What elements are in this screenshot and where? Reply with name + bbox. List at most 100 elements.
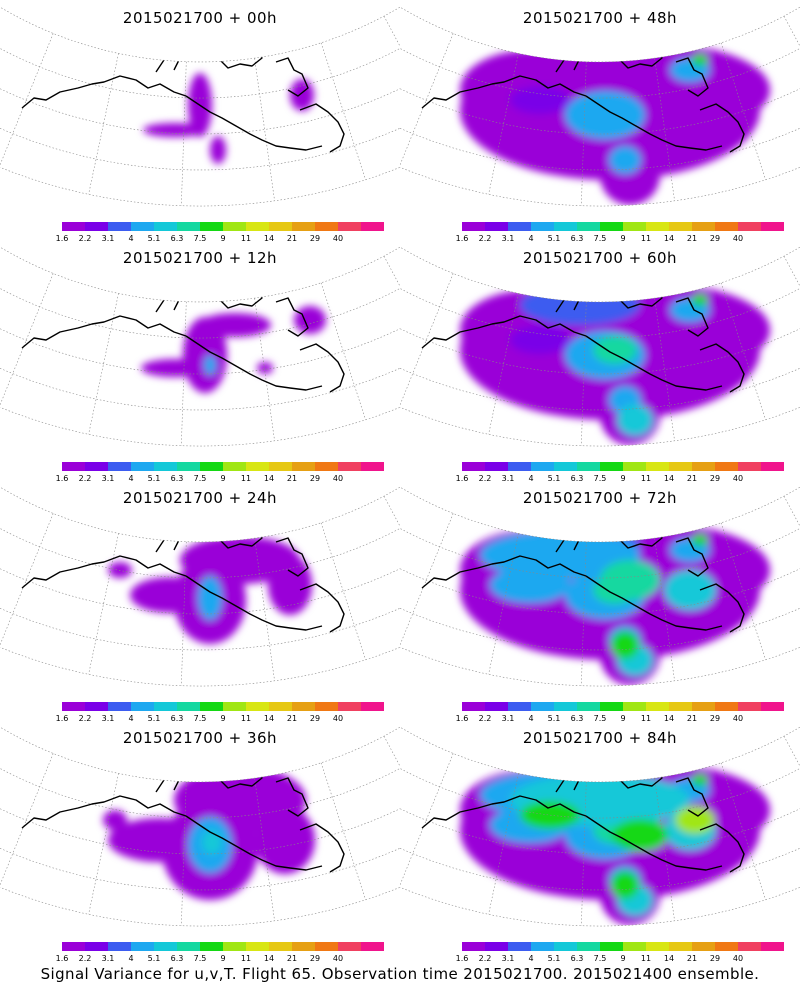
colorbar-segment	[154, 222, 177, 231]
panel-title: 2015021700 + 60h	[522, 249, 678, 267]
colorbar-segment	[200, 222, 223, 231]
colorbar-segment	[269, 222, 292, 231]
variance-field	[400, 7, 800, 206]
colorbar-segment	[738, 222, 761, 231]
colorbar-tick-label: 40	[732, 714, 744, 723]
colorbar-tick-label: 21	[286, 234, 298, 243]
colorbar-segment	[692, 222, 715, 231]
colorbar-segment	[554, 942, 577, 951]
colorbar-segment	[715, 942, 738, 951]
colorbar-segment	[292, 942, 315, 951]
variance-contour	[565, 91, 645, 139]
figure-caption: Signal Variance for u,v,T. Flight 65. Ob…	[40, 965, 760, 983]
colorbar-segment	[131, 222, 154, 231]
colorbar-tick-label: 1.6	[455, 474, 469, 483]
colorbar-segment	[361, 462, 384, 471]
colorbar-segment	[200, 462, 223, 471]
colorbar-tick-label: 21	[686, 954, 698, 963]
colorbar-tick-label: 1.6	[455, 234, 469, 243]
colorbar-segment	[269, 942, 292, 951]
colorbar-segment	[692, 702, 715, 711]
colorbar-labels: 1.6 2.2 3.1 4 5.1 6.3 7.5 9 11 14 21 29 40	[0, 234, 400, 244]
colorbar-segment	[292, 702, 315, 711]
colorbar-tick-label: 29	[709, 954, 721, 963]
colorbar-tick-label: 7.5	[593, 234, 607, 243]
colorbar-segment	[577, 462, 600, 471]
colorbar-tick-label: 9	[620, 234, 626, 243]
map-plot	[0, 486, 400, 687]
colorbar-tick-label: 2.2	[478, 234, 492, 243]
colorbar-segment	[669, 942, 692, 951]
colorbar-segment	[554, 702, 577, 711]
colorbar-tick-label: 40	[332, 234, 344, 243]
colorbar-tick-label: 29	[309, 234, 321, 243]
colorbar-tick-label: 21	[286, 474, 298, 483]
colorbar-tick-label: 6.3	[170, 714, 184, 723]
colorbar-segment	[577, 942, 600, 951]
colorbar-tick-label: 6.3	[170, 474, 184, 483]
colorbar-segment	[761, 942, 784, 951]
variance-field	[400, 487, 800, 686]
colorbar-segment	[292, 222, 315, 231]
colorbar-tick-label: 3.1	[101, 954, 115, 963]
colorbar-tick-label: 9	[220, 234, 226, 243]
colorbar-tick-label: 40	[732, 474, 744, 483]
colorbar-segment	[85, 942, 108, 951]
variance-field	[0, 247, 400, 446]
variance-contour	[268, 555, 312, 615]
variance-contour	[520, 285, 640, 325]
colorbar-segment	[361, 702, 384, 711]
colorbar-segment	[715, 702, 738, 711]
map-panel: 2015021700 + 12h 1.6 2.2 3.1 4 5.1 6.3 7.5 9 11 14…	[0, 240, 400, 483]
panel-title: 2015021700 + 00h	[122, 9, 278, 27]
graticule	[0, 247, 400, 446]
colorbar	[462, 462, 784, 471]
colorbar	[462, 222, 784, 231]
variance-contour	[490, 567, 570, 603]
colorbar-segment	[508, 942, 531, 951]
colorbar-tick-label: 11	[640, 954, 652, 963]
colorbar-segment	[338, 222, 361, 231]
map-panel: 2015021700 + 00h 1.6 2.2 3.1 4 5.1 6.3 7.5 9 11 14…	[0, 0, 400, 243]
colorbar-tick-label: 40	[332, 954, 344, 963]
colorbar-tick-label: 14	[263, 954, 275, 963]
panel-title: 2015021700 + 24h	[122, 489, 278, 507]
graticule	[400, 7, 800, 206]
variance-contour	[520, 801, 580, 829]
map-plot	[400, 6, 800, 207]
colorbar-tick-label: 6.3	[570, 954, 584, 963]
variance-contour	[609, 146, 641, 174]
map-panel: 2015021700 + 72h 1.6 2.2 3.1 4 5.1 6.3 7.5 9 11 14…	[400, 480, 800, 723]
colorbar-tick-label: 14	[263, 714, 275, 723]
colorbar-tick-label: 9	[620, 954, 626, 963]
map-plot	[0, 726, 400, 927]
variance-contour	[510, 86, 570, 114]
colorbar-tick-label: 11	[640, 474, 652, 483]
colorbar-segment	[200, 702, 223, 711]
graticule	[400, 487, 800, 686]
variance-contour	[600, 560, 660, 600]
colorbar-tick-label: 3.1	[501, 954, 515, 963]
colorbar-segment	[462, 942, 485, 951]
colorbar-segment	[108, 222, 131, 231]
colorbar-tick-label: 11	[640, 714, 652, 723]
colorbar-tick-label: 9	[220, 714, 226, 723]
colorbar-segment	[623, 462, 646, 471]
colorbar-segment	[508, 462, 531, 471]
panel-title: 2015021700 + 72h	[522, 489, 678, 507]
colorbar-tick-label: 11	[240, 954, 252, 963]
colorbar-tick-label: 2.2	[478, 474, 492, 483]
variance-contour	[664, 570, 716, 610]
colorbar-segment	[131, 462, 154, 471]
colorbar-labels: 1.6 2.2 3.1 4 5.1 6.3 7.5 9 11 14 21 29 40	[400, 954, 800, 964]
map-plot	[400, 486, 800, 687]
colorbar-segment	[623, 702, 646, 711]
colorbar-segment	[462, 222, 485, 231]
colorbar-segment	[508, 702, 531, 711]
colorbar-tick-label: 1.6	[55, 714, 69, 723]
colorbar-segment	[623, 942, 646, 951]
colorbar-segment	[554, 222, 577, 231]
colorbar-tick-label: 14	[663, 234, 675, 243]
colorbar-tick-label: 7.5	[193, 234, 207, 243]
variance-field	[400, 247, 800, 446]
